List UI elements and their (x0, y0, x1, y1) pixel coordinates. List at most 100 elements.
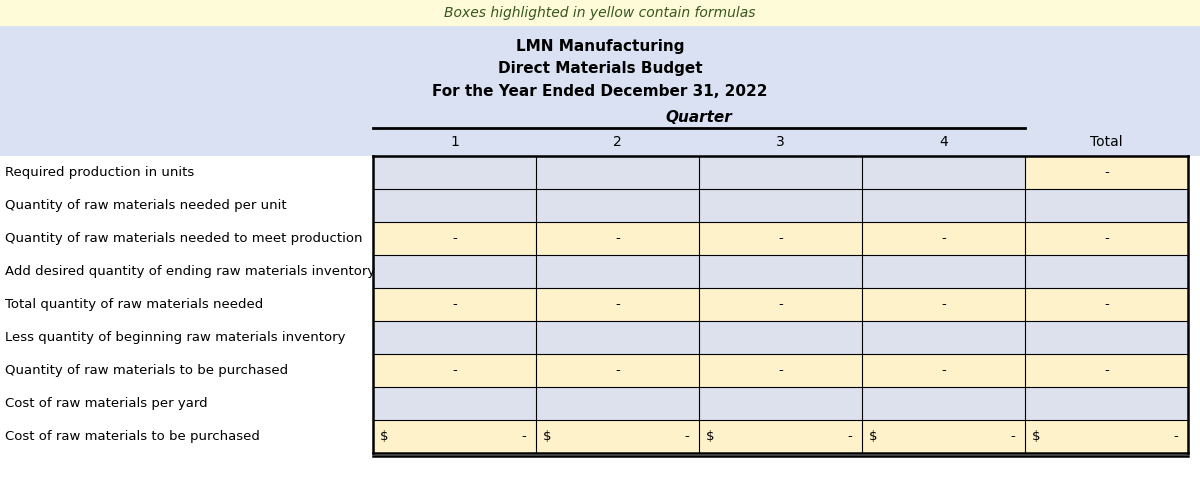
Text: -: - (1010, 430, 1015, 443)
Bar (862, 222, 1025, 255)
Text: Less quantity of beginning raw materials inventory: Less quantity of beginning raw materials… (5, 331, 346, 344)
Text: Add desired quantity of ending raw materials inventory: Add desired quantity of ending raw mater… (5, 265, 376, 278)
Bar (862, 288, 1025, 321)
Bar (1025, 387, 1188, 420)
Bar (373, 255, 536, 288)
Bar (0, 156, 373, 189)
Bar (536, 321, 698, 354)
Bar (1025, 288, 1188, 321)
Text: -: - (1104, 232, 1109, 245)
Bar (698, 288, 862, 321)
Bar (698, 156, 862, 189)
Bar (0, 321, 373, 354)
Bar (698, 222, 862, 255)
Text: -: - (941, 364, 946, 377)
Bar (698, 387, 862, 420)
Text: 3: 3 (776, 135, 785, 149)
Text: Quantity of raw materials needed to meet production: Quantity of raw materials needed to meet… (5, 232, 362, 245)
Bar (0, 387, 373, 420)
Bar (536, 354, 698, 387)
Bar (862, 156, 1025, 189)
Text: $: $ (706, 430, 714, 443)
Bar (1025, 321, 1188, 354)
Text: -: - (616, 364, 620, 377)
Text: -: - (1104, 364, 1109, 377)
Bar (373, 354, 536, 387)
Text: $: $ (869, 430, 877, 443)
Text: -: - (941, 298, 946, 311)
Bar (373, 420, 536, 453)
Text: -: - (778, 298, 782, 311)
Bar (862, 189, 1025, 222)
Text: Quantity of raw materials to be purchased: Quantity of raw materials to be purchase… (5, 364, 288, 377)
Bar (0, 255, 373, 288)
Text: Total quantity of raw materials needed: Total quantity of raw materials needed (5, 298, 263, 311)
Bar (1025, 420, 1188, 453)
Bar (862, 255, 1025, 288)
Bar (1025, 354, 1188, 387)
Bar (1025, 222, 1188, 255)
Bar (0, 26, 1200, 156)
Text: 2: 2 (613, 135, 622, 149)
Bar (373, 321, 536, 354)
Text: For the Year Ended December 31, 2022: For the Year Ended December 31, 2022 (432, 83, 768, 98)
Bar (862, 354, 1025, 387)
Bar (536, 387, 698, 420)
Bar (373, 222, 536, 255)
Bar (1025, 189, 1188, 222)
Text: $: $ (1032, 430, 1040, 443)
Text: 1: 1 (450, 135, 458, 149)
Bar (1025, 255, 1188, 288)
Bar (862, 387, 1025, 420)
Bar (536, 189, 698, 222)
Bar (698, 255, 862, 288)
Bar (373, 387, 536, 420)
Text: Quantity of raw materials needed per unit: Quantity of raw materials needed per uni… (5, 199, 287, 212)
Bar (698, 189, 862, 222)
Bar (862, 321, 1025, 354)
Text: -: - (616, 232, 620, 245)
Text: LMN Manufacturing: LMN Manufacturing (516, 39, 684, 54)
Bar (0, 189, 373, 222)
Text: Total: Total (1090, 135, 1123, 149)
Text: -: - (452, 232, 457, 245)
Bar (536, 156, 698, 189)
Text: $: $ (380, 430, 389, 443)
Text: Direct Materials Budget: Direct Materials Budget (498, 61, 702, 76)
Text: -: - (847, 430, 852, 443)
Text: -: - (1174, 430, 1178, 443)
Bar (0, 222, 373, 255)
Text: -: - (1104, 166, 1109, 179)
Bar (1025, 156, 1188, 189)
Text: -: - (452, 364, 457, 377)
Bar (0, 288, 373, 321)
Text: Cost of raw materials per yard: Cost of raw materials per yard (5, 397, 208, 410)
Bar (0, 354, 373, 387)
Text: -: - (684, 430, 689, 443)
Bar (698, 420, 862, 453)
Text: -: - (616, 298, 620, 311)
Bar (536, 222, 698, 255)
Text: Cost of raw materials to be purchased: Cost of raw materials to be purchased (5, 430, 260, 443)
Bar (862, 420, 1025, 453)
Bar (698, 321, 862, 354)
Bar (536, 288, 698, 321)
Text: Boxes highlighted in yellow contain formulas: Boxes highlighted in yellow contain form… (444, 6, 756, 20)
Text: 4: 4 (940, 135, 948, 149)
Bar (698, 354, 862, 387)
Text: -: - (521, 430, 526, 443)
Text: -: - (452, 298, 457, 311)
Bar (0, 420, 373, 453)
Bar (0, 0, 1200, 26)
Text: -: - (778, 232, 782, 245)
Bar (536, 420, 698, 453)
Bar (373, 288, 536, 321)
Text: -: - (1104, 298, 1109, 311)
Bar (373, 189, 536, 222)
Bar (373, 156, 536, 189)
Text: -: - (941, 232, 946, 245)
Text: Quarter: Quarter (666, 110, 732, 125)
Text: -: - (778, 364, 782, 377)
Text: Required production in units: Required production in units (5, 166, 194, 179)
Text: $: $ (542, 430, 552, 443)
